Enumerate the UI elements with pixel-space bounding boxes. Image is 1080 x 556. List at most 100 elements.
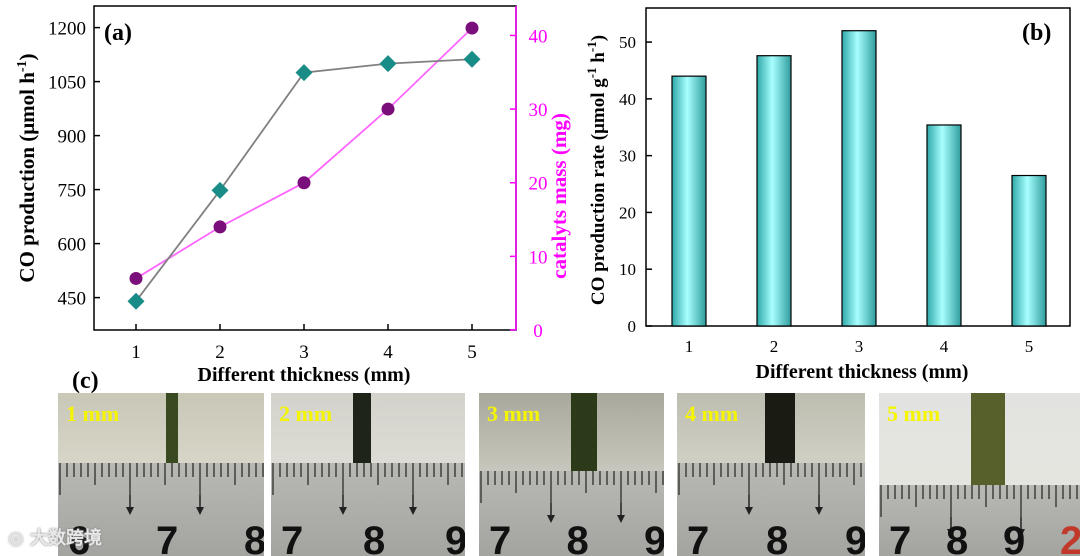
ruler-number: 7 [687,519,710,556]
chart-a-ylabel-right: catalyts mass (mg) [547,113,571,279]
bar-4 [926,124,962,327]
b-y-tick-label: 30 [619,147,636,166]
photo-3: 7 8 9 3 mm [479,393,664,556]
a-left-tick-label: 600 [58,235,87,256]
photo-thickness-label: 3 mm [487,401,541,426]
ruler-number: 2 [1060,519,1080,556]
chart-a-left-ticks: 450 600 750 900 1050 1200 [48,19,100,310]
a-x-tick-label: 4 [383,342,393,363]
ruler [58,463,264,556]
ruler-number: 9 [445,519,465,556]
chart-b-y-ticks: 0 10 20 30 40 50 [619,33,652,336]
b-x-tick-label: 3 [855,337,864,356]
a-x-tick-label: 3 [299,342,309,363]
ruler-ticks [272,463,463,515]
b-y-tick-label: 50 [619,33,636,52]
ruler-number: 6 [68,519,91,556]
photo-1: 6 7 8 1 mm [58,393,264,556]
bar-2 [756,55,792,327]
a-left-tick-label: 1200 [48,19,86,40]
point-co-production [127,292,145,310]
ruler-arrow-icon [547,515,555,523]
photo-thickness-label: 1 mm [66,401,120,426]
a-left-tick-label: 1050 [48,73,86,94]
ruler-number: 8 [363,519,386,556]
b-y-tick-label: 0 [628,317,637,336]
ruler [677,463,865,556]
photo-2: 7 8 9 2 mm [271,393,465,556]
sample-strip [571,393,597,473]
ruler-number: 7 [889,519,912,556]
ruler-arrow-icon [745,507,753,515]
sample-strip [971,393,1005,487]
ruler [271,463,465,556]
a-right-tick-label: 20 [529,174,548,195]
sample-strip [765,393,795,465]
ruler-arrow-icon [1017,529,1025,537]
ruler-number: 9 [1003,519,1026,556]
point-co-production [295,64,313,82]
a-right-tick-label: 30 [529,100,548,121]
bar-3 [841,30,877,327]
a-left-tick-label: 450 [58,289,87,310]
ruler-arrow-icon [126,507,134,515]
chart-b-xlabel: Different thickness (mm) [756,361,969,383]
ruler-ticks [678,463,862,515]
point-catalyst-mass [297,176,311,190]
chart-a-frame [93,5,517,331]
ruler-arrow-icon [617,515,625,523]
ruler-number: 7 [156,519,179,556]
point-co-production [211,181,229,199]
ruler-arrow-icon [947,529,955,537]
a-left-tick-label: 900 [58,127,87,148]
chart-b-bars [671,30,1047,327]
point-catalyst-mass [465,21,479,35]
ruler-arrow-icon [815,507,823,515]
point-catalyst-mass [129,271,143,285]
sample-strip [166,393,178,465]
ruler-number: 8 [946,519,969,556]
ruler-arrow-icon [196,507,204,515]
ruler-number: 8 [766,519,789,556]
b-x-tick-label: 5 [1025,337,1034,356]
point-co-production [379,55,397,73]
ruler-arrow-icon [339,507,347,515]
a-x-tick-label: 1 [131,342,141,363]
point-co-production [463,50,481,68]
a-right-tick-label: 10 [529,247,548,268]
panel-label-a: (a) [104,20,132,46]
chart-a-right-ticks: 0 10 20 30 40 [510,26,548,342]
ruler-number: 7 [281,519,304,556]
b-x-tick-label: 1 [685,337,694,356]
b-x-tick-label: 4 [940,337,949,356]
photo-thickness-label: 4 mm [685,401,739,426]
chart-a-xlabel: Different thickness (mm) [198,364,411,386]
b-y-tick-label: 20 [619,203,636,222]
a-right-tick-label: 0 [533,321,543,342]
ruler-ticks [880,485,1078,537]
ruler-number: 8 [566,519,589,556]
sample-strip [353,393,371,465]
chart-a-series [127,21,481,310]
chart-a-ylabel-left: CO production (μmol h-1) [15,53,39,282]
panel-label-b: (b) [1022,20,1051,46]
bar-5 [1011,174,1047,327]
chart-a-x-ticks: 1 2 3 4 5 [131,324,477,363]
ruler-ticks [480,471,664,523]
b-y-tick-label: 40 [619,90,636,109]
ruler-number: 9 [845,519,865,556]
point-catalyst-mass [213,220,227,234]
point-catalyst-mass [381,102,395,116]
watermark-logo-icon: ◎ [8,528,30,549]
ruler-number: 9 [644,519,664,556]
panel-label-c: (c) [72,368,99,393]
a-x-tick-label: 5 [467,342,477,363]
ruler-number: 7 [489,519,512,556]
b-y-tick-label: 10 [619,260,636,279]
b-x-tick-label: 2 [770,337,779,356]
ruler-number: 8 [244,519,264,556]
photo-4: 7 8 9 4 mm [677,393,865,556]
